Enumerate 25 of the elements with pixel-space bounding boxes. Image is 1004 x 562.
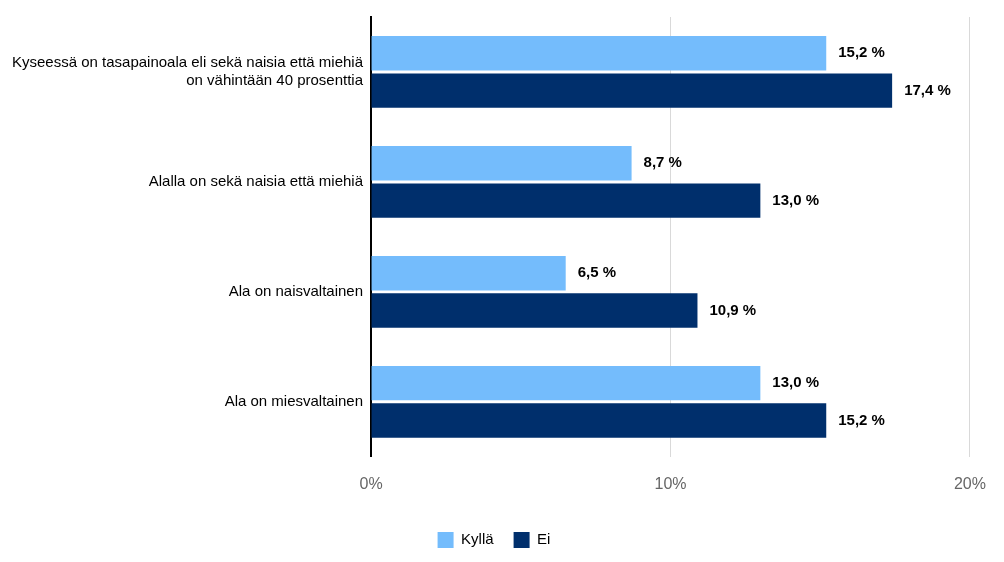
data-label: 15,2 % <box>838 410 885 428</box>
bar <box>371 365 761 401</box>
data-label: 10,9 % <box>709 300 757 318</box>
bar <box>371 73 893 108</box>
bar <box>371 146 632 181</box>
legend-label: Ei <box>537 530 551 548</box>
x-tick-label: 10% <box>654 474 687 492</box>
x-tick-label: 20% <box>953 474 986 492</box>
bar <box>371 183 761 218</box>
legend-label: Kyllä <box>461 530 495 548</box>
y-tick-label: Alalla on sekä naisia että miehiä <box>148 172 364 190</box>
data-label: 6,5 % <box>577 263 617 281</box>
data-label: 17,4 % <box>904 80 951 98</box>
bar <box>371 293 698 328</box>
bar <box>371 403 827 438</box>
y-tick-label: Ala on miesvaltainen <box>224 391 364 409</box>
x-tick-label: 0% <box>359 474 383 492</box>
data-label: 15,2 % <box>838 43 885 61</box>
y-tick-label: Ala on naisvaltainen <box>228 282 364 300</box>
bar <box>371 36 827 71</box>
data-label: 13,0 % <box>772 190 820 208</box>
data-label: 13,0 % <box>772 373 820 391</box>
bar <box>371 255 566 291</box>
data-label: 8,7 % <box>643 153 682 171</box>
y-tick-label: Kyseessä on tasapainoala eli sekä naisia että miehiä on vähintään 40 prosenttia <box>11 53 364 89</box>
